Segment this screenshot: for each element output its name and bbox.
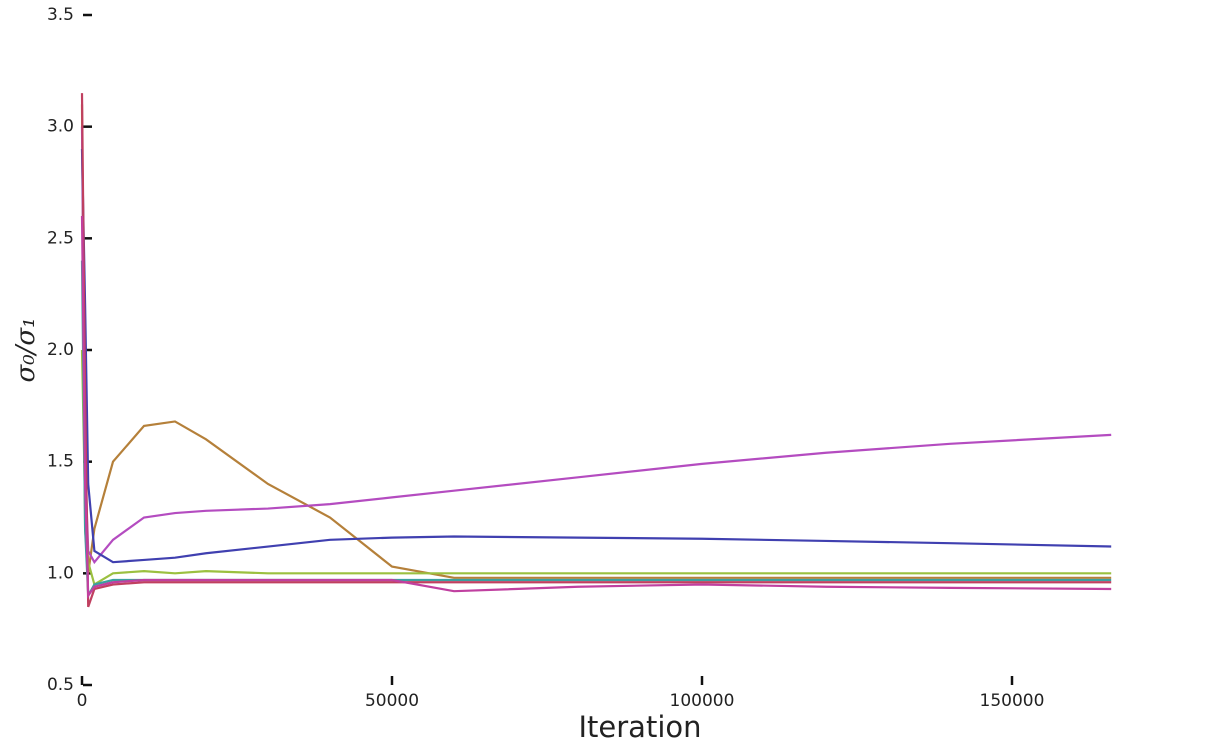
y-tick-label: 1.5 [47, 452, 74, 472]
x-tick-label: 150000 [980, 691, 1045, 711]
series-line [80, 349, 1112, 587]
y-axis-label: σ₀/σ₁ [11, 317, 41, 382]
x-tick-label: 0 [77, 691, 88, 711]
y-tick-label: 3.0 [47, 117, 74, 137]
y-tick-label: 3.5 [47, 5, 74, 25]
y-tick-label: 1.0 [47, 563, 74, 583]
y-tick-label: 2.5 [47, 228, 74, 248]
series-line [80, 104, 1112, 579]
series-line [80, 260, 1112, 600]
y-tick-label: 0.5 [47, 675, 74, 695]
x-tick-label: 50000 [365, 691, 419, 711]
series-line [80, 93, 1112, 608]
y-tick-label: 2.0 [47, 340, 74, 360]
series-line [80, 215, 1112, 600]
x-tick-label: 100000 [670, 691, 735, 711]
x-axis-label: Iteration [578, 710, 701, 744]
series-line [80, 126, 1112, 565]
series-line [80, 148, 1112, 564]
